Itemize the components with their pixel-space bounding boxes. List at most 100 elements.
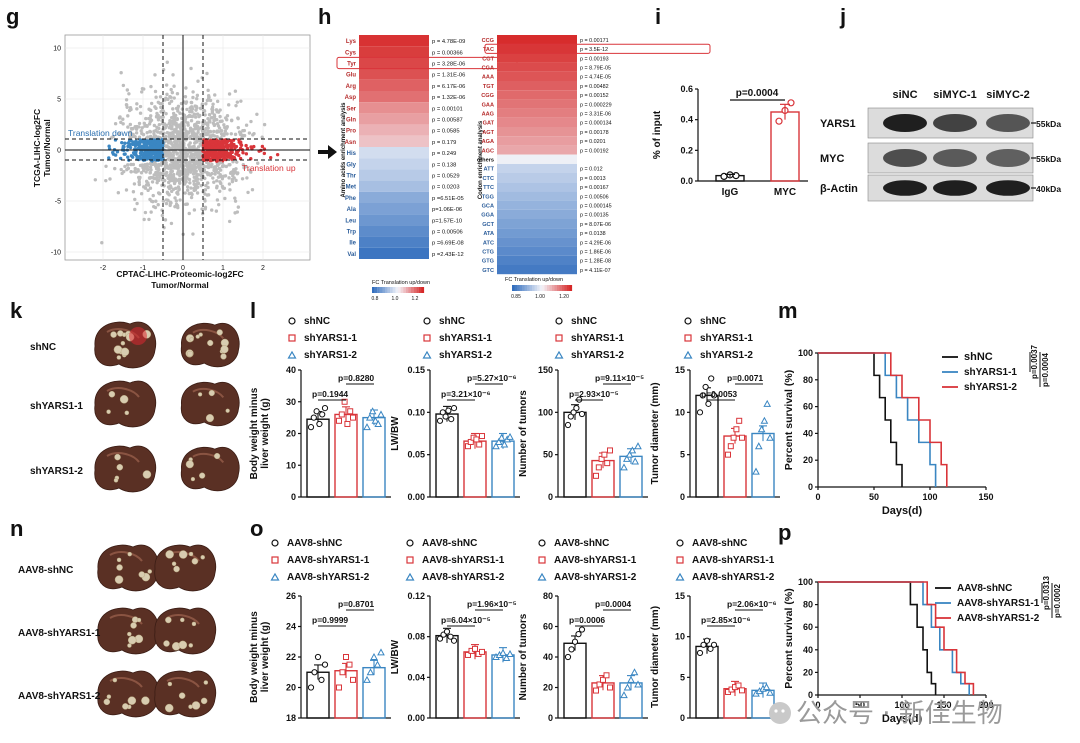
- pvalue-1: p=2.85×10⁻⁶: [701, 615, 751, 625]
- tumor-nodule: [114, 453, 121, 461]
- bar-ylabel: Tumor diameter (mm): [650, 382, 661, 484]
- scatter-xtick-label: 1: [221, 265, 225, 272]
- blot-band: [883, 114, 927, 132]
- bar-ylabel: Number of tumors: [518, 390, 529, 477]
- heatmap-cell: [359, 236, 429, 248]
- scatter-point: [166, 180, 171, 185]
- scatter-point: [107, 156, 111, 160]
- heatmap-cell: [497, 182, 577, 192]
- data-point: [727, 443, 734, 450]
- scatter-point: [164, 173, 168, 178]
- survival-curve: [818, 352, 937, 487]
- data-point: [730, 434, 737, 441]
- scatter-point: [206, 185, 210, 190]
- codon-label: CGG: [481, 93, 494, 99]
- scatter-point: [126, 163, 130, 167]
- scatter-point: [176, 205, 180, 210]
- data-point: [447, 633, 454, 640]
- scatter-point: [159, 110, 163, 114]
- pvalue-1: p=3.21×10⁻⁶: [441, 389, 491, 399]
- aa-pvalue: p =6.69E-08: [432, 241, 464, 247]
- data-point: [321, 661, 329, 668]
- codon-legend-swatch: [537, 285, 540, 291]
- scatter-point: [203, 113, 207, 117]
- surv-ytick-label: 80: [803, 375, 813, 385]
- scatter-point: [146, 188, 150, 193]
- data-point: [564, 653, 572, 661]
- aa-label: Phe: [345, 196, 357, 202]
- codon-pvalue: p = 3.5E-12: [580, 47, 608, 53]
- legend-marker-circle: [676, 539, 684, 547]
- tumor-nodule: [189, 337, 194, 342]
- scatter-point: [196, 165, 200, 169]
- data-point: [343, 654, 349, 660]
- scatter-point: [187, 211, 191, 216]
- scatter-point: [199, 126, 203, 130]
- scatter-point: [148, 165, 153, 169]
- scatter-point: [198, 142, 202, 146]
- codon-label: GCA: [482, 204, 494, 210]
- heatmap-cell: [359, 57, 429, 69]
- tumor-nodule: [127, 643, 132, 648]
- arrow-icon: [318, 145, 337, 159]
- scatter-point: [152, 123, 157, 128]
- scatter-ytick-label: -5: [55, 199, 61, 206]
- codon-pvalue: p = 4.74E-05: [580, 75, 611, 81]
- scatter-point: [223, 196, 227, 201]
- data-point: [739, 687, 745, 694]
- surv-pvalue-2: p=0.0004: [1041, 352, 1050, 387]
- scatter-point: [133, 169, 137, 174]
- scatter-point: [119, 120, 123, 125]
- data-point: [607, 684, 613, 691]
- scatter-point: [189, 195, 194, 200]
- data-point: [479, 648, 485, 655]
- scatter-point: [113, 166, 117, 171]
- legend-label: shYARS1-1: [571, 333, 624, 344]
- scatter-point: [208, 130, 213, 134]
- scatter-point: [188, 170, 193, 174]
- scatter-point-down: [128, 145, 133, 150]
- scatter-ytick-label: 5: [57, 97, 61, 104]
- legend-marker-triangle: [675, 572, 685, 581]
- aa-label: Trp: [347, 229, 357, 235]
- data-point: [634, 442, 642, 450]
- scatter-point: [229, 118, 234, 123]
- scatter-point: [160, 172, 165, 177]
- surv-ytick-label: 40: [803, 645, 813, 655]
- data-point: [363, 423, 371, 431]
- scatter-point: [183, 191, 187, 195]
- heatmap-cell: [497, 145, 577, 155]
- codon-pvalue: p = 0.0201: [580, 139, 606, 145]
- scatter-point: [215, 198, 220, 202]
- scatter-point: [144, 170, 148, 174]
- scatter-point: [168, 95, 172, 99]
- scatter-point: [113, 121, 118, 126]
- heatmap-cell: [359, 180, 429, 192]
- scatter-point: [179, 136, 183, 141]
- scatter-point: [123, 152, 127, 156]
- blot-band: [933, 149, 977, 167]
- aa-pvalue: p = 1.31E-06: [432, 73, 465, 79]
- legend-marker-triangle: [287, 350, 297, 359]
- scatter-point: [195, 120, 200, 124]
- scatter-point: [198, 156, 203, 161]
- bar-ylabel: Body weight minus: [249, 387, 260, 479]
- scatter-point: [227, 182, 232, 186]
- scatter-point: [192, 156, 196, 160]
- pvalue-2: p=0.8701: [338, 599, 374, 609]
- aa-legend-swatch: [408, 287, 412, 293]
- scatter-point: [249, 119, 253, 124]
- scatter-point: [157, 116, 161, 120]
- data-point: [696, 649, 704, 657]
- codon-legend-swatch: [522, 285, 525, 291]
- scatter-point: [232, 171, 236, 175]
- scatter-point: [168, 201, 173, 205]
- scatter-point: [174, 121, 178, 125]
- scatter-point: [255, 112, 259, 116]
- scatter-point: [154, 95, 158, 99]
- bar-ytick-label: 30: [286, 397, 296, 407]
- aa-label: Gln: [346, 117, 356, 123]
- codon-pvalue: p = 0.00135: [580, 213, 609, 219]
- liver-highlight: [166, 614, 200, 625]
- surv-xtick-label: 0: [815, 700, 820, 710]
